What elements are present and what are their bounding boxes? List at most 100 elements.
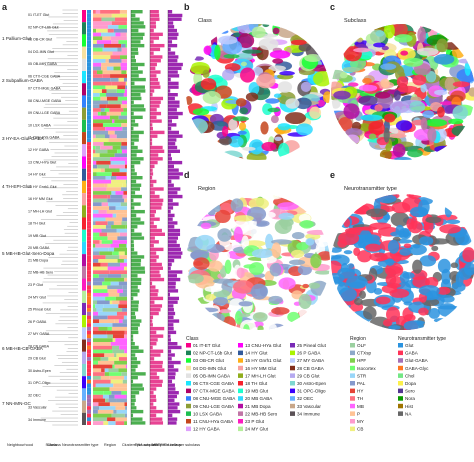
subclass-bar	[168, 289, 178, 292]
subclass-bar	[168, 195, 182, 198]
class-label: 11 CNU-HYa GABA	[28, 136, 60, 140]
subclass-bar	[168, 353, 175, 356]
legend-label: HY	[357, 389, 363, 394]
subclass-bar	[150, 202, 162, 205]
legend-label: 29 CB Glut	[297, 373, 320, 378]
umap-cluster	[339, 287, 357, 301]
region-segment	[107, 417, 115, 421]
class-label: 29 CB Glut	[28, 357, 46, 361]
subclass-bar	[168, 116, 178, 119]
region-segment	[114, 221, 122, 225]
legend-swatch	[398, 381, 403, 386]
region-segment	[119, 319, 123, 323]
subclass-bar	[131, 199, 133, 202]
umap-cluster	[393, 143, 406, 157]
subclass-bar	[168, 395, 177, 398]
nt-strip	[87, 361, 91, 365]
legend-swatch	[398, 351, 403, 356]
region-segment	[108, 248, 114, 252]
region-segment	[122, 218, 127, 222]
region-segment	[93, 67, 101, 71]
subclass-bar	[168, 44, 177, 47]
region-segment	[124, 93, 127, 97]
umap-cluster	[330, 247, 342, 253]
region-segment	[93, 406, 99, 410]
umap-cluster	[421, 118, 428, 131]
nt-strip	[87, 346, 91, 350]
subclass-bar	[131, 293, 138, 296]
umap-cluster	[252, 26, 266, 38]
subclass-bar	[168, 229, 180, 232]
region-segment	[112, 350, 124, 354]
region-segment	[117, 135, 127, 139]
region-segment	[107, 112, 121, 116]
subclass-bar	[150, 240, 159, 243]
legend-label: 21 MB Dopa	[245, 404, 271, 409]
class-strip	[82, 327, 86, 339]
nt-strip	[87, 29, 91, 33]
region-segment	[101, 357, 109, 361]
region-segment	[115, 417, 127, 421]
subclass-bar	[150, 263, 162, 266]
legend-label: 33 Vascular	[297, 404, 321, 409]
umap-cluster	[251, 284, 268, 300]
nt-strip	[87, 233, 91, 237]
umap-cluster	[368, 121, 385, 135]
nt-strip	[87, 218, 91, 222]
legend-swatch	[186, 427, 191, 432]
region-segment	[93, 263, 101, 267]
region-segment	[107, 89, 117, 93]
subclass-bar	[150, 304, 162, 307]
region-segment	[98, 410, 113, 414]
region-segment	[105, 108, 109, 112]
subclass-bar	[131, 214, 136, 217]
subclass-bar	[150, 255, 159, 258]
subclass-bar	[131, 221, 144, 224]
umap-cluster	[249, 262, 264, 275]
legend-swatch	[238, 419, 243, 424]
region-segment	[93, 399, 105, 403]
nt-strip	[87, 312, 91, 316]
region-segment	[121, 112, 127, 116]
umap-cluster	[278, 81, 292, 93]
subclass-bar	[131, 104, 144, 107]
umap-cluster	[390, 231, 411, 237]
subclass-bar	[131, 289, 140, 292]
subclass-bar	[150, 410, 163, 413]
subclass-bar	[150, 357, 154, 360]
legend-label: NA	[405, 411, 412, 416]
region-segment	[121, 221, 127, 225]
region-segment	[108, 357, 119, 361]
region-segment	[93, 74, 102, 78]
subclass-bar	[150, 180, 156, 183]
class-strip	[82, 401, 86, 413]
region-segment	[108, 25, 118, 29]
region-segment	[122, 127, 127, 131]
region-segment	[119, 357, 127, 361]
umap-cluster	[217, 228, 231, 241]
region-segment	[93, 372, 105, 376]
region-segment	[122, 101, 127, 105]
legend-label: OLF	[357, 343, 366, 348]
umap-cluster	[343, 103, 359, 119]
region-segment	[109, 270, 127, 274]
nt-strip	[87, 323, 91, 327]
nt-strip	[87, 40, 91, 44]
panel-title: Class	[198, 18, 212, 24]
umap-cluster	[189, 118, 208, 133]
region-segment	[93, 259, 98, 263]
region-segment	[120, 33, 126, 37]
panel-letter: b	[184, 2, 190, 12]
umap-cluster	[307, 230, 329, 235]
subclass-bar	[150, 36, 159, 39]
region-segment	[93, 410, 98, 414]
legend-swatch	[186, 358, 191, 363]
subclass-bar	[131, 282, 141, 285]
subclass-bar	[150, 233, 165, 236]
umap-cluster	[221, 151, 243, 163]
legend-swatch	[186, 419, 191, 424]
class-label: 23 P Glut	[28, 283, 43, 287]
region-segment	[93, 380, 111, 384]
legend-label: GABA-Glyc	[405, 366, 429, 371]
legend-label: Glut	[405, 343, 414, 348]
